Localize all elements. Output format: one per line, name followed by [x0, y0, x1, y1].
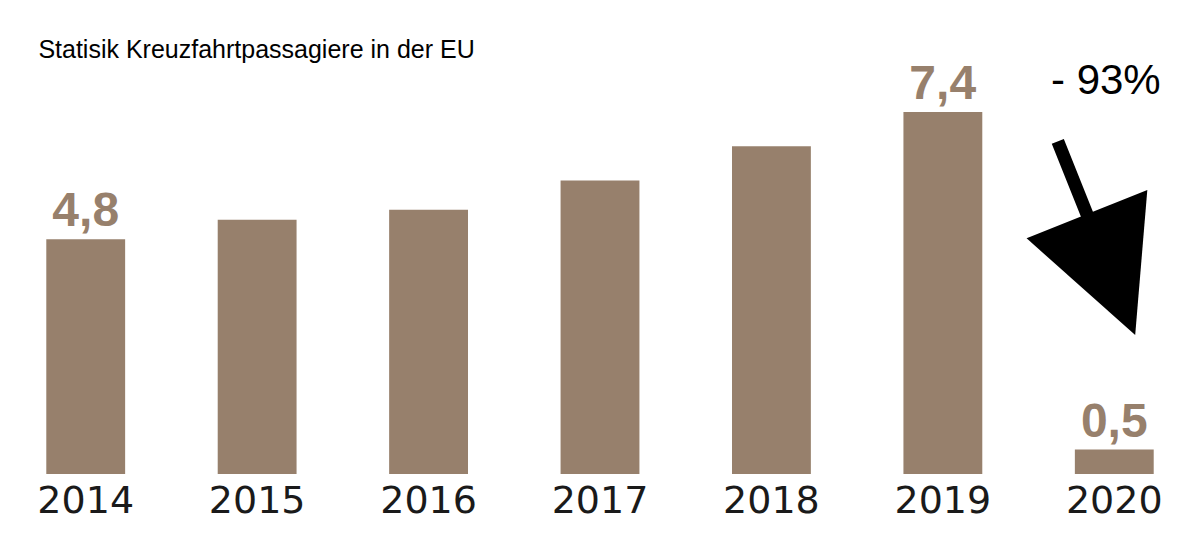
svg-text:2018: 2018	[723, 478, 820, 522]
svg-text:2015: 2015	[209, 478, 306, 522]
svg-text:2020: 2020	[1066, 478, 1163, 522]
svg-text:2017: 2017	[552, 478, 649, 522]
svg-text:- 93%: - 93%	[1051, 56, 1161, 103]
svg-text:2016: 2016	[380, 478, 477, 522]
svg-text:4,8: 4,8	[52, 183, 119, 236]
svg-text:0,5: 0,5	[1081, 394, 1148, 447]
svg-text:7,4: 7,4	[909, 56, 976, 109]
svg-text:Statisik Kreuzfahrtpassagiere: Statisik Kreuzfahrtpassagiere in der EU	[38, 35, 474, 63]
svg-text:2019: 2019	[895, 478, 992, 522]
svg-text:2014: 2014	[37, 478, 134, 522]
